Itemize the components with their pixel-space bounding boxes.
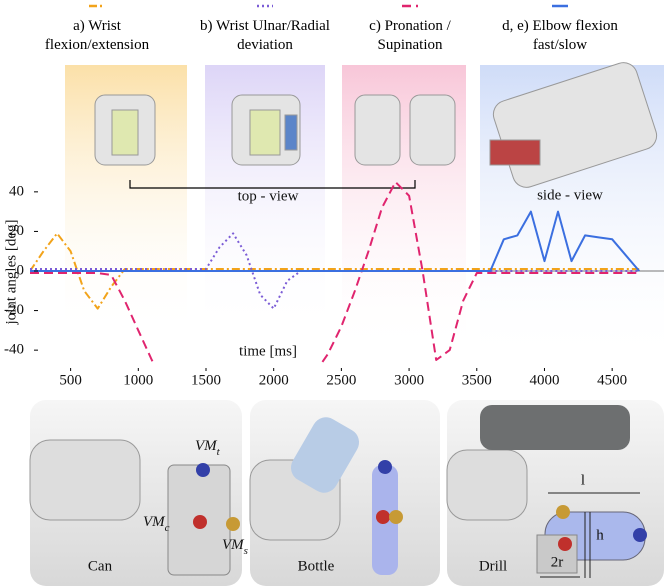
- marker-label: VMt: [195, 438, 221, 457]
- top-view-bracket: [129, 180, 416, 189]
- x-tick-label: 500: [59, 372, 82, 388]
- series-line: [30, 232, 640, 310]
- dimension-label: h: [596, 527, 604, 543]
- x-tick-label: 1000: [123, 372, 153, 388]
- y-tick-label: -40: [4, 342, 24, 358]
- dimension-label: 2r: [551, 554, 564, 570]
- series-line: [30, 210, 640, 272]
- plot-area: [30, 181, 664, 364]
- x-axis-label: time [ms]: [239, 343, 297, 359]
- x-tick-label: 3000: [394, 372, 424, 388]
- x-tick-label: 1500: [191, 372, 221, 388]
- annotation: top - view: [238, 188, 299, 204]
- y-axis-label: joint angles [deg]: [3, 220, 19, 326]
- x-tick-label: 4500: [597, 372, 627, 388]
- hand-images: [94, 62, 658, 188]
- legend-entry: a) Wrist flexion/extension: [44, 18, 150, 53]
- x-tick-label: 3500: [462, 372, 492, 388]
- marker-base: VM: [195, 438, 218, 454]
- y-tick-label: 20: [9, 223, 24, 239]
- marker-label: VMs: [222, 537, 248, 556]
- y-tick-label: 0: [17, 262, 25, 278]
- legend-entry: d, e) Elbow flexion fast/slow: [502, 18, 618, 53]
- dimension-label: l: [581, 472, 585, 488]
- marker-sub: t: [217, 446, 221, 458]
- marker-sub: s: [244, 545, 248, 557]
- object-label: Can: [88, 558, 113, 574]
- y-tick-label: 40: [9, 183, 24, 199]
- object-panels: [29, 400, 664, 586]
- legend-entry: b) Wrist Ulnar/Radial deviation: [200, 18, 330, 53]
- object-label: Drill: [479, 558, 507, 574]
- marker-label: VMc: [143, 514, 170, 533]
- series-line: [30, 181, 640, 364]
- y-tick-label: -20: [4, 302, 24, 318]
- x-tick-label: 2000: [259, 372, 289, 388]
- marker-base: VM: [143, 514, 166, 530]
- annotation: side - view: [537, 187, 603, 203]
- legend-entry: c) Pronation / Supination: [369, 18, 451, 53]
- x-tick-label: 2500: [326, 372, 356, 388]
- x-tick-label: 4000: [529, 372, 559, 388]
- marker-sub: c: [165, 522, 170, 534]
- object-label: Bottle: [298, 558, 335, 574]
- marker-base: VM: [222, 537, 245, 553]
